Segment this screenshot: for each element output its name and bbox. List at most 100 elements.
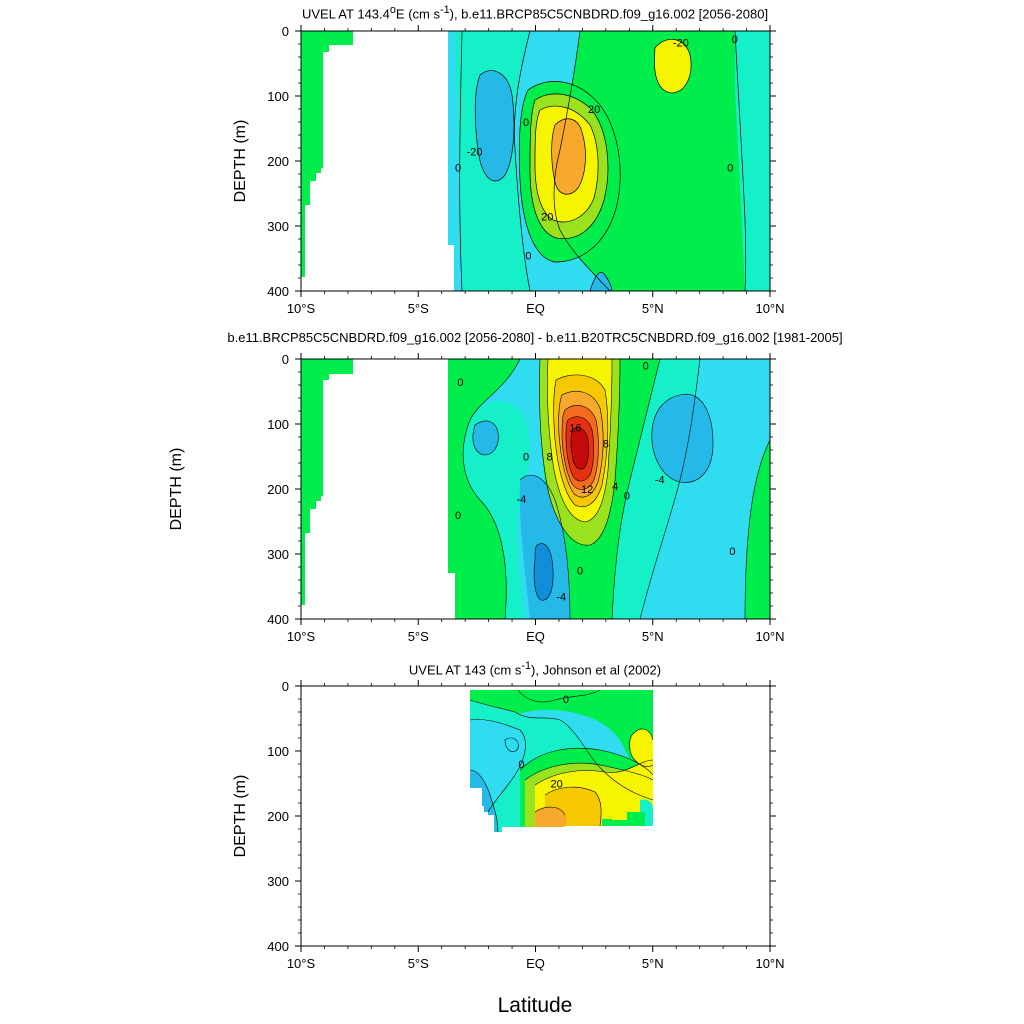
- x-tick-label: EQ: [526, 301, 545, 316]
- y-tick-label: 100: [267, 89, 289, 104]
- panel-difference: b.e11.BRCP85C5CNBDRD.f09_g16.002 [2056-2…: [168, 330, 843, 644]
- contour-label: 0: [563, 694, 569, 706]
- panel-2-x-ticks: 10°S 5°S EQ 5°N 10°N: [287, 353, 785, 644]
- x-tick-label: 5°N: [642, 629, 664, 644]
- contour-label: 0: [518, 759, 524, 771]
- contour-label: -4: [556, 591, 566, 603]
- x-tick-label: 5°S: [408, 301, 429, 316]
- y-tick-label: 300: [267, 874, 289, 889]
- panel-2-plot-area: [301, 359, 770, 619]
- panel-3-contour-labels: 0 0 20: [518, 694, 569, 791]
- panel-3-plot-area: [469, 689, 654, 833]
- panel-1-title: UVEL AT 143.4oE (cm s-1), b.e11.BRCP85C5…: [301, 4, 769, 22]
- panel-2-title: b.e11.BRCP85C5CNBDRD.f09_g16.002 [2056-2…: [227, 330, 843, 345]
- contour-label: 0: [577, 565, 583, 577]
- contour-label: 0: [525, 250, 531, 262]
- contour-label: -20: [673, 38, 689, 50]
- contour-label: 20: [588, 104, 600, 116]
- field-cyan-east-low: [651, 394, 714, 483]
- x-tick-label: 10°N: [755, 629, 784, 644]
- x-tick-label: 10°N: [755, 956, 784, 971]
- y-tick-label: 0: [282, 679, 289, 694]
- x-tick-label: 5°N: [642, 956, 664, 971]
- contour-label: -4: [517, 494, 527, 506]
- y-tick-label: 200: [267, 154, 289, 169]
- contour-label: 16: [569, 422, 581, 434]
- field-teal-west: [463, 401, 530, 619]
- panel-model-uvel: UVEL AT 143.4oE (cm s-1), b.e11.BRCP85C5…: [232, 4, 785, 316]
- y-tick-label: 300: [267, 219, 289, 234]
- contour-lines: [459, 31, 747, 291]
- contour-label: -20: [467, 146, 483, 158]
- field-green-west: [448, 359, 520, 619]
- obs-field-teal-east: [640, 799, 653, 826]
- field-green-far-east: [745, 440, 770, 619]
- x-tick-label: 5°N: [642, 301, 664, 316]
- x-tick-label: EQ: [526, 956, 545, 971]
- x-tick-label: 10°S: [287, 629, 316, 644]
- x-tick-label: 5°S: [408, 956, 429, 971]
- panel-2-y-axis-label: DEPTH (m): [168, 448, 185, 531]
- land-mask: [301, 31, 353, 277]
- field-weak-east: [735, 31, 770, 291]
- obs-field-yellow-north: [629, 728, 653, 767]
- contour-label: 0: [643, 361, 649, 373]
- x-tick-label: 5°S: [408, 629, 429, 644]
- y-tick-label: 0: [282, 352, 289, 367]
- contour-label: 0: [457, 377, 463, 389]
- field-core-orange: [551, 118, 586, 195]
- contour-label: 0: [624, 491, 630, 503]
- y-tick-label: 400: [267, 939, 289, 954]
- contour-label: 20: [550, 779, 562, 791]
- field-west-negative: [475, 70, 514, 182]
- y-tick-label: 300: [267, 547, 289, 562]
- y-tick-label: 400: [267, 284, 289, 299]
- x-axis-label: Latitude: [498, 994, 573, 1017]
- contour-label: -4: [655, 474, 665, 486]
- field-cyan-west-low: [472, 420, 499, 455]
- panel-1-plot-area: [301, 31, 770, 291]
- y-tick-label: 100: [267, 744, 289, 759]
- panel-3-y-axis-label: DEPTH (m): [232, 775, 249, 858]
- contour-label: 0: [732, 34, 738, 46]
- obs-field-green-top: [470, 690, 653, 790]
- panel-observed-uvel: UVEL AT 143 (cm s-1), Johnson et al (200…: [232, 660, 785, 971]
- field-north-yellow: [654, 39, 692, 93]
- y-tick-label: 400: [267, 612, 289, 627]
- panel-1-y-axis-label: DEPTH (m): [232, 120, 249, 203]
- contour-label: 4: [612, 481, 618, 493]
- contour-label: 0: [523, 117, 529, 129]
- panel-1-contour-labels: -20 0 0 20 20 0 -20 0 0: [455, 34, 738, 262]
- contour-label: 8: [547, 452, 553, 464]
- panel-1-x-ticks: 10°S 5°S EQ 5°N 10°N: [287, 25, 785, 316]
- contour-label: 0: [523, 452, 529, 464]
- y-tick-label: 200: [267, 482, 289, 497]
- contour-lines: [462, 359, 770, 619]
- y-tick-label: 200: [267, 809, 289, 824]
- contour-label: 0: [729, 546, 735, 558]
- x-tick-label: EQ: [526, 629, 545, 644]
- contour-label: 12: [581, 484, 593, 496]
- x-tick-label: 10°S: [287, 301, 316, 316]
- obs-field-orange: [535, 807, 567, 827]
- contour-label: 20: [541, 211, 553, 223]
- field-core-dark-red: [570, 427, 589, 470]
- y-tick-label: 0: [282, 24, 289, 39]
- contour-lines: [469, 689, 654, 833]
- contour-label: 0: [727, 163, 733, 175]
- contour-label: 0: [455, 510, 461, 522]
- x-tick-label: 10°S: [287, 956, 316, 971]
- obs-field-blue-west: [470, 770, 498, 832]
- panel-3-title: UVEL AT 143 (cm s-1), Johnson et al (200…: [408, 660, 662, 678]
- panel-3-x-ticks: 10°S 5°S EQ 5°N 10°N: [287, 680, 785, 971]
- contour-label: 0: [455, 163, 461, 175]
- field-blue-deep: [534, 543, 554, 601]
- land-mask: [301, 359, 353, 605]
- y-tick-label: 100: [267, 417, 289, 432]
- contour-label: 8: [603, 439, 609, 451]
